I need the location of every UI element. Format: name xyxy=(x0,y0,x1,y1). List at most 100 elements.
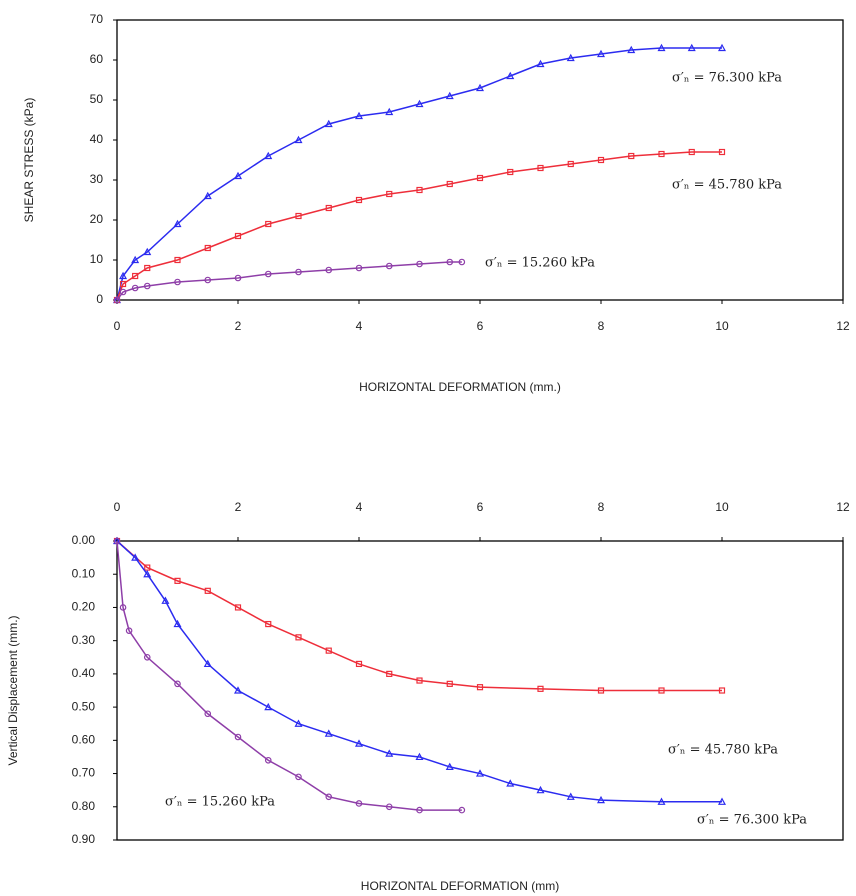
marker xyxy=(355,660,363,668)
x-tick-label: 8 xyxy=(598,500,605,514)
x-tick-label: 10 xyxy=(715,319,729,333)
marker xyxy=(597,156,605,164)
marker xyxy=(385,107,394,116)
marker xyxy=(295,212,302,220)
y-tick-label: 0.60 xyxy=(72,733,96,747)
y-tick-label: 0 xyxy=(96,292,103,306)
marker xyxy=(233,686,243,694)
marker xyxy=(295,634,302,641)
marker xyxy=(113,537,121,545)
y-tick-label: 0.90 xyxy=(72,832,96,846)
marker xyxy=(264,756,272,764)
series-line xyxy=(116,261,462,301)
annotation: σ′ₙ = 76.300 kPa xyxy=(697,813,807,828)
y-axis-label: SHEAR STRESS (kPa) xyxy=(22,98,36,223)
marker xyxy=(596,49,606,58)
y-tick-label: 0.50 xyxy=(72,699,96,713)
marker xyxy=(264,270,272,278)
marker xyxy=(385,803,393,811)
x-tick-label: 10 xyxy=(715,500,729,514)
y-tick-label: 10 xyxy=(90,252,104,266)
marker xyxy=(174,256,181,264)
marker xyxy=(354,739,364,747)
marker xyxy=(718,687,726,694)
marker xyxy=(325,793,333,801)
x-tick-label: 8 xyxy=(598,319,605,333)
marker xyxy=(143,653,151,661)
marker xyxy=(265,620,272,628)
marker xyxy=(657,43,666,52)
series-line xyxy=(116,540,722,803)
y-tick-label: 0.40 xyxy=(72,666,96,680)
marker xyxy=(416,186,423,194)
marker xyxy=(458,806,466,814)
marker xyxy=(446,258,454,266)
marker xyxy=(416,806,423,814)
marker xyxy=(354,111,364,120)
marker xyxy=(233,171,243,180)
marker xyxy=(537,685,544,692)
y-tick-label: 0.20 xyxy=(72,600,96,614)
y-tick-label: 50 xyxy=(90,92,104,106)
series-line xyxy=(116,151,722,301)
marker xyxy=(657,797,666,805)
marker xyxy=(203,191,212,200)
x-tick-label: 4 xyxy=(356,500,363,514)
marker xyxy=(567,160,574,168)
marker xyxy=(415,752,424,761)
x-tick-label: 12 xyxy=(836,319,850,333)
marker xyxy=(717,797,727,805)
marker xyxy=(265,220,272,228)
marker xyxy=(173,219,182,228)
marker xyxy=(119,271,128,280)
marker xyxy=(234,733,242,741)
y-tick-label: 0.00 xyxy=(72,533,96,547)
marker xyxy=(475,83,485,92)
marker xyxy=(445,762,454,771)
marker xyxy=(325,266,333,274)
marker xyxy=(416,677,423,684)
marker xyxy=(234,604,242,611)
marker xyxy=(264,702,273,711)
y-axis-label: Vertical Displacement (mm.) xyxy=(6,615,20,765)
marker xyxy=(132,272,139,280)
y-tick-label: 0.30 xyxy=(72,633,96,647)
marker xyxy=(125,627,133,635)
x-axis-label: HORIZONTAL DEFORMATION (mm) xyxy=(361,879,559,893)
x-axis-label: HORIZONTAL DEFORMATION (mm.) xyxy=(359,380,561,394)
x-tick-label: 4 xyxy=(356,319,363,333)
marker xyxy=(294,135,303,144)
marker xyxy=(131,255,140,264)
marker xyxy=(325,647,332,654)
marker xyxy=(355,800,363,807)
marker xyxy=(566,53,575,62)
marker xyxy=(596,795,606,804)
marker xyxy=(445,91,454,100)
marker xyxy=(324,729,333,737)
y-tick-label: 0.80 xyxy=(72,799,96,813)
marker xyxy=(506,779,515,787)
marker xyxy=(355,264,363,272)
series-line xyxy=(116,540,722,692)
marker xyxy=(658,150,665,158)
annotation: σ′ₙ = 15.260 kPa xyxy=(485,256,595,271)
marker xyxy=(355,196,363,204)
annotation: σ′ₙ = 76.300 kPa xyxy=(672,71,782,86)
marker xyxy=(476,684,484,691)
marker xyxy=(536,59,545,68)
marker xyxy=(204,244,211,252)
marker xyxy=(173,619,182,628)
marker xyxy=(324,119,333,128)
marker xyxy=(174,278,181,286)
y-tick-label: 40 xyxy=(90,132,104,146)
marker xyxy=(536,785,545,794)
marker xyxy=(131,553,140,561)
plot-frame xyxy=(116,19,844,301)
marker xyxy=(687,43,696,52)
marker xyxy=(119,280,127,288)
marker xyxy=(143,569,152,578)
annotation: σ′ₙ = 45.780 kPa xyxy=(668,743,778,758)
marker xyxy=(113,296,121,304)
marker xyxy=(628,152,635,160)
